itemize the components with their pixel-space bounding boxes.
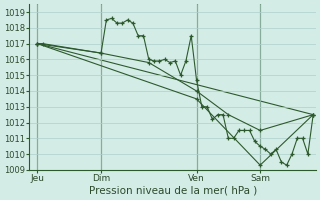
X-axis label: Pression niveau de la mer( hPa ): Pression niveau de la mer( hPa ) xyxy=(89,186,257,196)
